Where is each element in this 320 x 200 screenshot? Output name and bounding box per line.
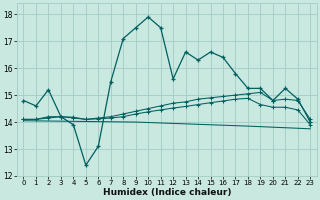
X-axis label: Humidex (Indice chaleur): Humidex (Indice chaleur) (103, 188, 231, 197)
